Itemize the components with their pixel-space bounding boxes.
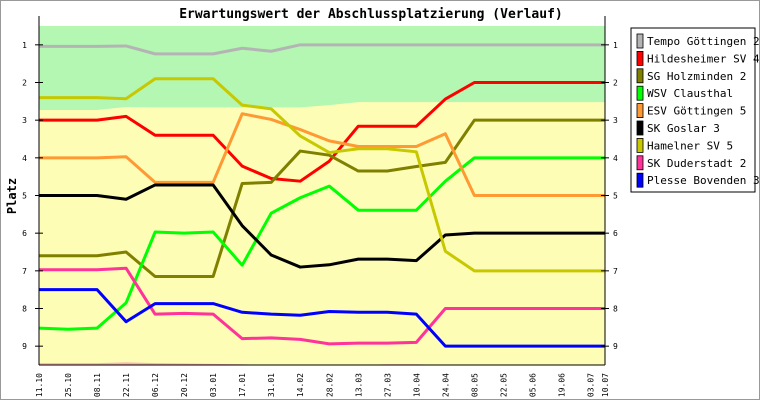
x-tick-label: 08.05 xyxy=(470,373,479,397)
x-tick-label: 13.03 xyxy=(354,373,363,397)
legend-label-8: Plesse Bovenden 3 xyxy=(647,174,759,187)
series-line-2 xyxy=(39,118,605,278)
y-tick-label-left: 3 xyxy=(22,116,27,125)
x-tick-label: 05.06 xyxy=(528,373,537,397)
legend-swatch-3 xyxy=(636,85,644,101)
legend-swatch-5 xyxy=(636,120,644,136)
legend-label-3: WSV Clausthal xyxy=(647,87,733,100)
series-line-6 xyxy=(39,77,605,273)
legend: Tempo Göttingen 2 Hildesheimer SV 4 SG Hol… xyxy=(630,27,759,193)
legend-swatch-0 xyxy=(636,33,644,49)
y-tick-label-right: 1 xyxy=(613,41,618,50)
y-tick-label-right: 2 xyxy=(613,79,618,88)
series-line-4 xyxy=(39,112,605,197)
y-tick-label-right: 7 xyxy=(613,267,618,276)
x-tick-label: 20.12 xyxy=(180,373,189,397)
relegation-zone xyxy=(39,362,605,365)
y-tick-label-right: 8 xyxy=(613,305,618,314)
series-line-8 xyxy=(39,288,605,348)
y-tick-label-left: 5 xyxy=(22,192,27,201)
y-tick-label-left: 8 xyxy=(22,305,27,314)
legend-swatch-2 xyxy=(636,68,644,84)
x-tick-label: 28.02 xyxy=(325,373,334,397)
x-tick-label: 11.10 xyxy=(35,373,44,397)
y-tick-label-right: 9 xyxy=(613,342,618,351)
y-tick-label-right: 3 xyxy=(613,116,618,125)
legend-box xyxy=(630,27,756,193)
x-tick-label: 03.01 xyxy=(209,373,218,397)
legend-label-2: SG Holzminden 2 xyxy=(647,70,746,83)
x-tick-label: 08.11 xyxy=(93,373,102,397)
y-axis-label: Platz xyxy=(5,178,19,214)
y-tick-label-right: 6 xyxy=(613,229,618,238)
y-tick-label-right: 4 xyxy=(613,154,618,163)
x-tick-label: 14.02 xyxy=(296,373,305,397)
y-tick-label-left: 7 xyxy=(22,267,27,276)
y-tick-label-left: 2 xyxy=(22,79,27,88)
legend-swatch-6 xyxy=(636,137,644,153)
legend-label-6: Hamelner SV 5 xyxy=(647,139,733,152)
y-tick-label-right: 5 xyxy=(613,192,618,201)
series-line-7 xyxy=(39,266,605,346)
x-tick-label: 25.10 xyxy=(64,373,73,397)
x-tick-label: 24.04 xyxy=(441,373,450,397)
legend-swatch-4 xyxy=(636,103,644,118)
x-tick-label: 06.12 xyxy=(151,373,160,397)
legend-label-1: Hildesheimer SV 4 xyxy=(647,52,759,65)
legend-swatch-1 xyxy=(636,51,644,66)
x-tick-label: 31.01 xyxy=(267,373,276,397)
legend-label-0: Tempo Göttingen 2 xyxy=(647,35,759,48)
x-tick-label: 03.07 xyxy=(586,373,595,397)
series-line-5 xyxy=(39,183,605,269)
series-line-0 xyxy=(39,43,605,56)
x-tick-label: 22.11 xyxy=(122,373,131,397)
x-tick-label: 22.05 xyxy=(499,373,508,397)
legend-swatch-7 xyxy=(636,155,644,171)
x-tick-label: 27.03 xyxy=(383,373,392,397)
x-tick-label: 19.06 xyxy=(557,373,566,397)
legend-label-5: SK Goslar 3 xyxy=(647,122,720,135)
x-tick-label: 17.01 xyxy=(238,373,247,397)
chart-title: Erwartungswert der Abschlussplatzierung … xyxy=(179,7,563,22)
y-tick-label-left: 1 xyxy=(22,41,27,50)
series-line-3 xyxy=(38,156,605,331)
y-tick-label-left: 9 xyxy=(22,342,27,351)
series-line-1 xyxy=(39,81,605,183)
legend-swatch-8 xyxy=(636,172,644,188)
x-tick-label: 10.04 xyxy=(412,373,421,397)
legend-label-4: ESV Göttingen 5 xyxy=(647,105,746,118)
legend-label-7: SK Duderstadt 2 xyxy=(647,157,746,170)
y-tick-label-left: 6 xyxy=(22,229,27,238)
x-tick-label: 10.07 xyxy=(601,373,610,397)
y-tick-label-left: 4 xyxy=(22,154,27,163)
